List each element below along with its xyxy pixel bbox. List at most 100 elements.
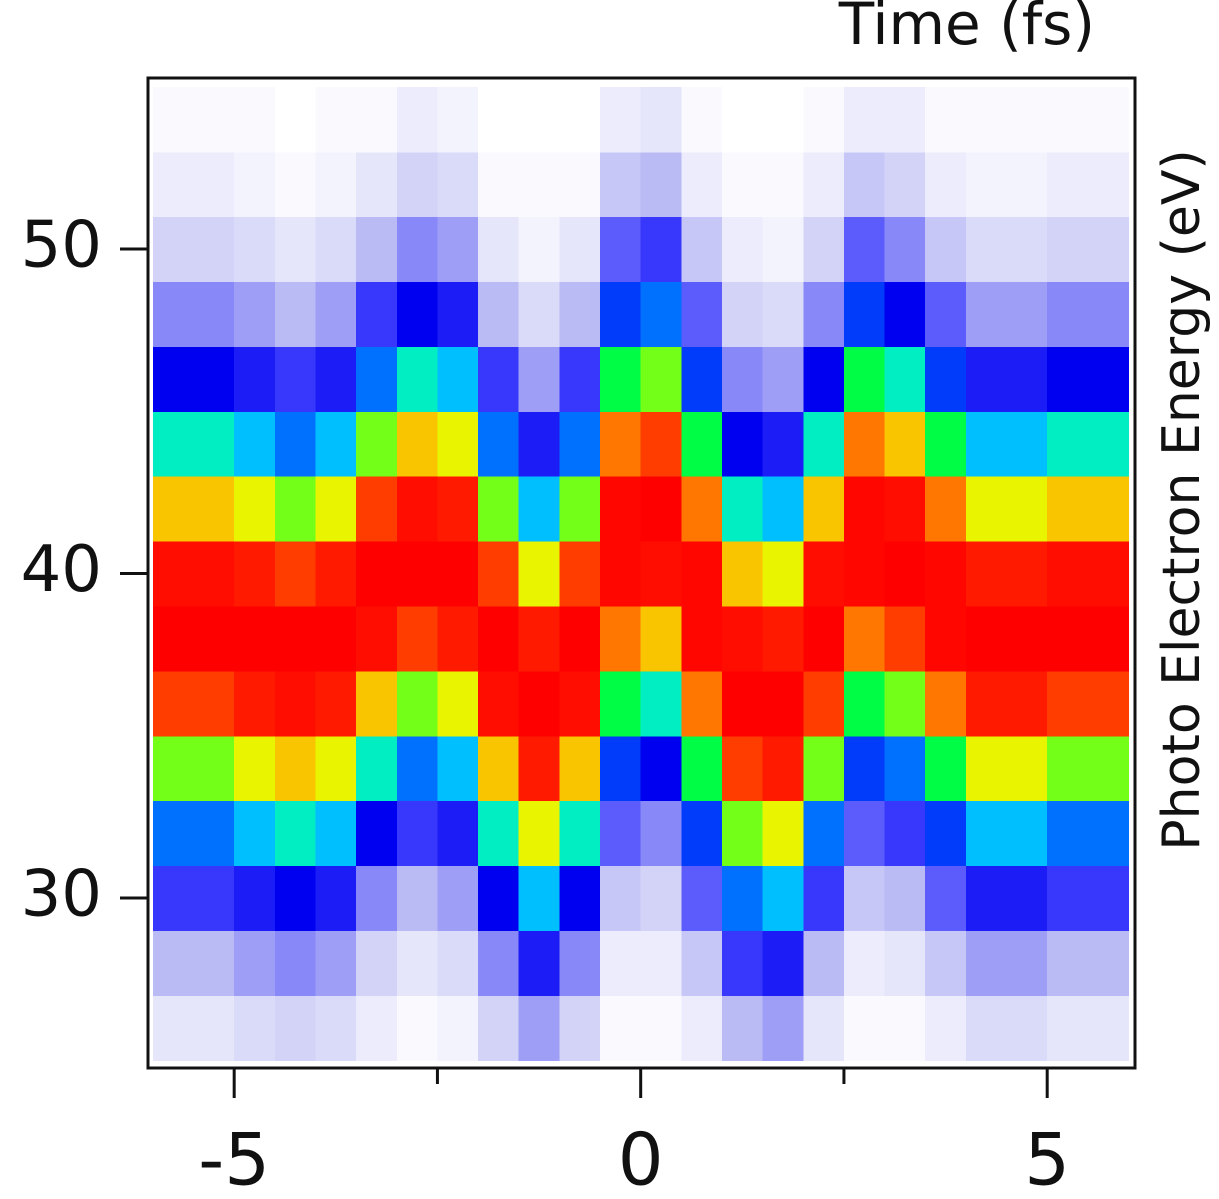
heatmap-cell — [1087, 930, 1130, 996]
heatmap-cell — [721, 151, 764, 218]
heatmap-cell — [925, 800, 967, 867]
heatmap-cell — [315, 670, 357, 737]
heatmap-cell — [884, 216, 926, 283]
heatmap-cell — [600, 151, 642, 218]
heatmap-cell — [762, 151, 804, 218]
heatmap-cell — [843, 476, 886, 542]
y-tick-label: 30 — [21, 858, 102, 932]
heatmap-cell — [315, 865, 357, 932]
heatmap-cell — [396, 930, 439, 996]
heatmap-cell — [356, 670, 398, 737]
heatmap-cell — [1047, 930, 1089, 996]
heatmap-cell — [803, 800, 845, 867]
heatmap-cell — [1087, 151, 1130, 218]
heatmap-cell — [762, 995, 804, 1061]
heatmap-cell — [152, 281, 195, 347]
heatmap-cell — [640, 346, 682, 412]
heatmap-cell — [1006, 411, 1048, 477]
heatmap-cell — [1047, 151, 1089, 218]
heatmap-cell — [234, 605, 276, 672]
heatmap-cell — [1047, 411, 1089, 477]
heatmap-cell — [234, 86, 276, 153]
heatmap-cell — [1047, 281, 1089, 347]
heatmap-cell — [234, 930, 276, 996]
heatmap-cell — [681, 541, 723, 607]
heatmap-cell — [1006, 476, 1048, 542]
heatmap-cell — [193, 605, 235, 672]
heatmap-cell — [600, 281, 642, 347]
heatmap-cell — [274, 151, 317, 218]
heatmap-cell — [965, 995, 1008, 1061]
heatmap-cell — [1087, 605, 1130, 672]
heatmap-cell — [152, 346, 195, 412]
heatmap-cell — [478, 800, 520, 867]
heatmap-cell — [1006, 86, 1048, 153]
heatmap-cell — [721, 670, 764, 737]
heatmap-cell — [721, 800, 764, 867]
heatmap-cell — [315, 930, 357, 996]
heatmap-cell — [152, 216, 195, 283]
heatmap-cell — [234, 735, 276, 802]
heatmap-cell — [843, 86, 886, 153]
heatmap-cell — [396, 605, 439, 672]
heatmap-cell — [315, 216, 357, 283]
heatmap-cell — [681, 735, 723, 802]
heatmap-cell — [396, 151, 439, 218]
heatmap-cell — [518, 541, 560, 607]
heatmap-cell — [1047, 735, 1089, 802]
heatmap-cell — [1006, 216, 1048, 283]
heatmap-cell — [234, 670, 276, 737]
heatmap-cell — [884, 670, 926, 737]
heatmap-cell — [1087, 411, 1130, 477]
heatmap-cell — [640, 800, 682, 867]
heatmap-cell — [721, 605, 764, 672]
heatmap-cell — [437, 86, 479, 153]
heatmap-cell — [437, 735, 479, 802]
heatmap-cell — [559, 86, 601, 153]
heatmap-cell — [234, 411, 276, 477]
heatmap-cell — [274, 346, 317, 412]
heatmap-cell — [925, 995, 967, 1061]
heatmap-cell — [721, 476, 764, 542]
heatmap-cell — [1006, 346, 1048, 412]
heatmap-cell — [1006, 930, 1048, 996]
heatmap-cell — [274, 476, 317, 542]
heatmap-cell — [803, 541, 845, 607]
heatmap-cell — [884, 800, 926, 867]
heatmap-cell — [965, 411, 1008, 477]
heatmap-cell — [396, 865, 439, 932]
heatmap-cell — [762, 670, 804, 737]
heatmap-cell — [600, 995, 642, 1061]
heatmap-cell — [1047, 670, 1089, 737]
heatmap-cell — [1006, 605, 1048, 672]
heatmap-cell — [559, 151, 601, 218]
heatmap-cell — [681, 86, 723, 153]
heatmap-cell — [356, 800, 398, 867]
heatmap-cell — [274, 670, 317, 737]
heatmap-cell — [1087, 216, 1130, 283]
heatmap-cell — [1087, 476, 1130, 542]
heatmap-cell — [1047, 476, 1089, 542]
heatmap-cell — [559, 281, 601, 347]
heatmap-cell — [640, 216, 682, 283]
heatmap-cell — [315, 605, 357, 672]
heatmap-cell — [315, 800, 357, 867]
heatmap-cell — [681, 216, 723, 283]
heatmap-cell — [803, 930, 845, 996]
heatmap-cell — [1087, 800, 1130, 867]
heatmap-cell — [925, 281, 967, 347]
heatmap-cell — [843, 735, 886, 802]
heatmap-cell — [193, 151, 235, 218]
heatmap-cell — [152, 735, 195, 802]
heatmap-cell — [843, 930, 886, 996]
heatmap-cell — [925, 151, 967, 218]
heatmap-cell — [437, 411, 479, 477]
heatmap-cell — [843, 346, 886, 412]
heatmap-cell — [803, 411, 845, 477]
heatmap-cell — [559, 735, 601, 802]
heatmap-cell — [762, 86, 804, 153]
heatmap-cell — [152, 800, 195, 867]
heatmap-cell — [559, 346, 601, 412]
heatmap-cell — [437, 476, 479, 542]
heatmap-cell — [356, 411, 398, 477]
